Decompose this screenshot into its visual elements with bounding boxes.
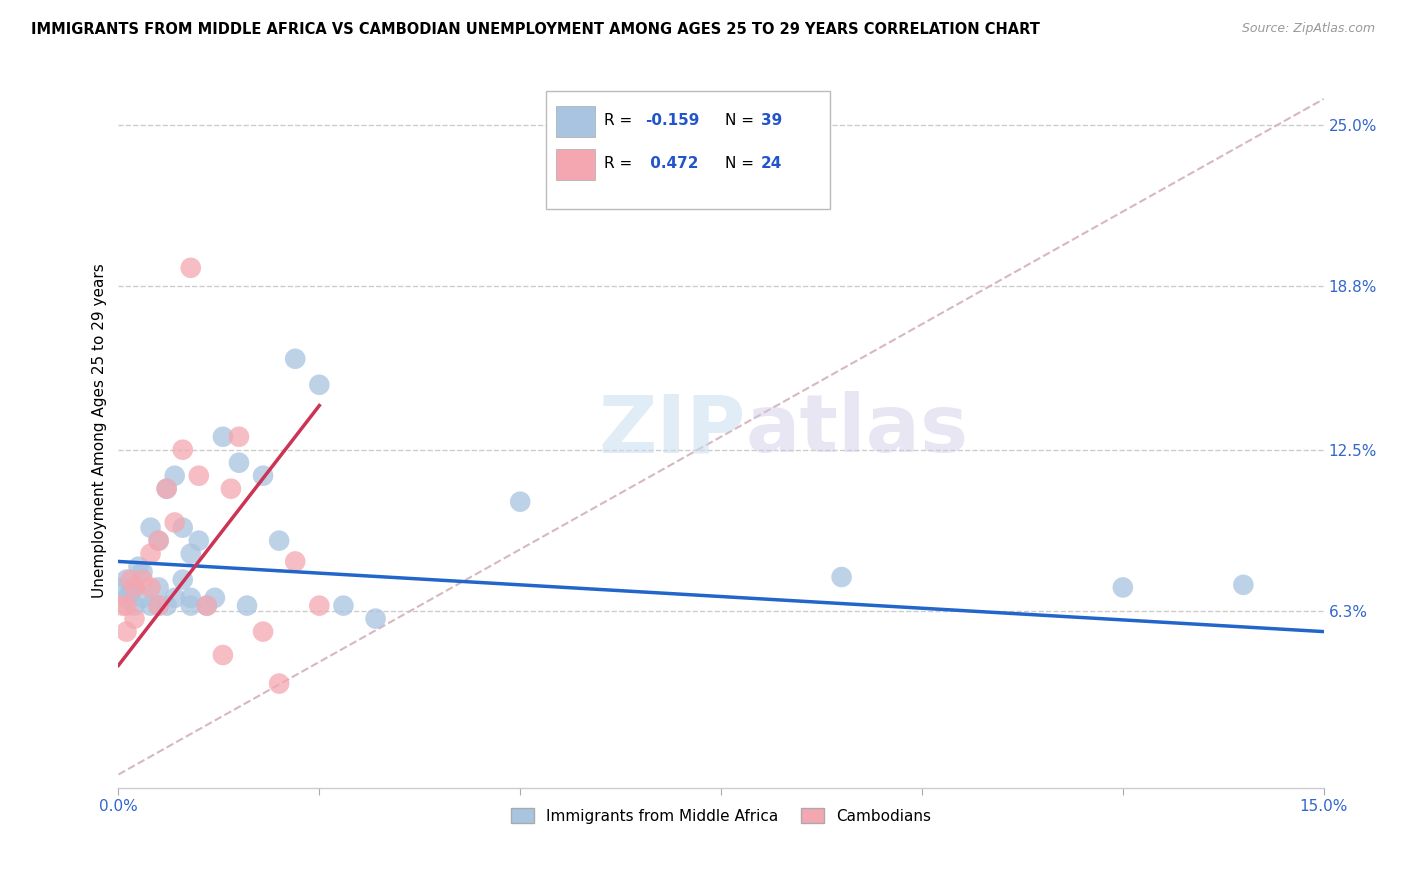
Point — [115, 591, 138, 605]
Point — [128, 559, 150, 574]
Point — [131, 591, 153, 605]
Text: 39: 39 — [761, 113, 782, 128]
Point — [148, 533, 170, 548]
Text: N =: N = — [724, 113, 759, 128]
Point — [195, 599, 218, 613]
Text: ZIP: ZIP — [598, 392, 745, 469]
Point — [131, 565, 153, 579]
Point — [120, 573, 142, 587]
Point — [124, 612, 146, 626]
Point — [212, 648, 235, 662]
Point — [111, 581, 134, 595]
Point — [284, 554, 307, 568]
Point — [124, 599, 146, 613]
Legend: Immigrants from Middle Africa, Cambodians: Immigrants from Middle Africa, Cambodian… — [505, 802, 938, 830]
Point — [509, 494, 531, 508]
Point — [180, 591, 202, 605]
Point — [332, 599, 354, 613]
Point — [269, 533, 291, 548]
Point — [204, 591, 226, 605]
Text: Source: ZipAtlas.com: Source: ZipAtlas.com — [1241, 22, 1375, 36]
Point — [172, 442, 194, 457]
Point — [219, 482, 242, 496]
Point — [172, 521, 194, 535]
Point — [195, 599, 218, 613]
Point — [284, 351, 307, 366]
Point — [131, 573, 153, 587]
Point — [236, 599, 259, 613]
Point — [115, 599, 138, 613]
Point — [252, 624, 274, 639]
Point — [163, 516, 186, 530]
Text: IMMIGRANTS FROM MIDDLE AFRICA VS CAMBODIAN UNEMPLOYMENT AMONG AGES 25 TO 29 YEAR: IMMIGRANTS FROM MIDDLE AFRICA VS CAMBODI… — [31, 22, 1040, 37]
Point — [364, 612, 387, 626]
Text: atlas: atlas — [745, 392, 969, 469]
Point — [187, 468, 209, 483]
Point — [139, 521, 162, 535]
Point — [124, 581, 146, 595]
Point — [1112, 581, 1135, 595]
Point — [228, 456, 250, 470]
Point — [148, 599, 170, 613]
Point — [139, 581, 162, 595]
Point — [120, 585, 142, 599]
Point — [308, 377, 330, 392]
Text: R =: R = — [605, 156, 637, 171]
FancyBboxPatch shape — [555, 106, 595, 137]
Point — [180, 260, 202, 275]
Text: -0.159: -0.159 — [645, 113, 700, 128]
Point — [212, 430, 235, 444]
Point — [148, 581, 170, 595]
Text: N =: N = — [724, 156, 759, 171]
FancyBboxPatch shape — [547, 91, 830, 209]
Point — [831, 570, 853, 584]
Point — [115, 573, 138, 587]
Point — [180, 599, 202, 613]
Point — [156, 599, 179, 613]
Point — [180, 547, 202, 561]
Y-axis label: Unemployment Among Ages 25 to 29 years: Unemployment Among Ages 25 to 29 years — [93, 263, 107, 598]
Point — [124, 581, 146, 595]
Point — [252, 468, 274, 483]
Point — [228, 430, 250, 444]
Point — [148, 599, 170, 613]
Point — [163, 468, 186, 483]
Point — [308, 599, 330, 613]
Point — [139, 599, 162, 613]
Text: 0.472: 0.472 — [645, 156, 699, 171]
Text: 24: 24 — [761, 156, 782, 171]
Point — [139, 547, 162, 561]
Point — [1232, 578, 1254, 592]
Point — [187, 533, 209, 548]
Point — [148, 533, 170, 548]
Point — [111, 599, 134, 613]
Point — [115, 624, 138, 639]
Point — [172, 573, 194, 587]
Point — [269, 676, 291, 690]
Text: R =: R = — [605, 113, 637, 128]
Point — [163, 591, 186, 605]
Point — [156, 482, 179, 496]
FancyBboxPatch shape — [555, 149, 595, 180]
Point — [156, 482, 179, 496]
